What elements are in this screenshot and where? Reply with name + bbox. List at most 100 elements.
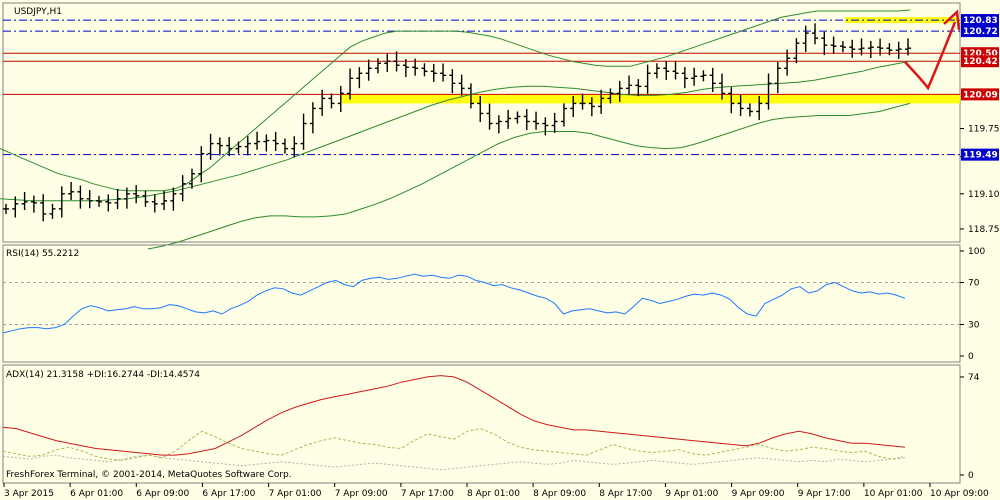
price-bar bbox=[68, 181, 75, 201]
support-zone bbox=[340, 94, 960, 104]
price-bar bbox=[86, 190, 93, 209]
xtick-label: 6 Apr 01:00 bbox=[70, 489, 123, 499]
level-label-box bbox=[961, 14, 999, 27]
price-bar bbox=[123, 187, 130, 209]
price-bar bbox=[467, 83, 474, 109]
price-bar bbox=[161, 190, 168, 211]
price-bar bbox=[756, 95, 763, 121]
price-bar bbox=[802, 25, 809, 52]
price-bar bbox=[514, 111, 521, 124]
xtick-label: 9 Apr 09:00 bbox=[732, 489, 785, 499]
price-bar bbox=[421, 63, 428, 77]
price-bar bbox=[347, 68, 354, 100]
price-bar bbox=[21, 191, 28, 211]
price-bar bbox=[839, 41, 846, 53]
price-bar bbox=[691, 67, 698, 86]
price-bar bbox=[495, 115, 502, 134]
price-bar bbox=[95, 195, 102, 207]
level-label: 120.72 bbox=[963, 27, 998, 37]
price-bar bbox=[291, 136, 298, 158]
price-bar bbox=[393, 51, 400, 72]
price-bar bbox=[133, 185, 140, 204]
price-frame bbox=[2, 2, 961, 243]
adx-pane bbox=[2, 364, 961, 484]
forecast-arrow bbox=[904, 21, 957, 91]
price-bar bbox=[170, 187, 177, 211]
symbol-label: USDJPY,H1 bbox=[14, 7, 62, 17]
price-bar bbox=[728, 87, 735, 114]
price-bar bbox=[570, 95, 577, 118]
rsi-ytick-label: 100 bbox=[968, 247, 985, 257]
xtick-label: 10 Apr 01:00 bbox=[864, 489, 923, 499]
price-bar bbox=[765, 73, 772, 110]
price-bar bbox=[700, 70, 707, 82]
price-bar bbox=[356, 67, 363, 89]
level-label: 120.83 bbox=[963, 16, 998, 26]
bb-middle-line bbox=[0, 60, 911, 202]
price-bar bbox=[198, 146, 205, 183]
price-bar bbox=[635, 79, 642, 97]
adx-frame bbox=[2, 364, 961, 484]
rsi-frame bbox=[2, 244, 961, 363]
price-bar bbox=[300, 113, 307, 150]
level-label: 120.42 bbox=[963, 57, 998, 67]
price-bar bbox=[830, 36, 837, 54]
xtick-label: 7 Apr 09:00 bbox=[335, 489, 388, 499]
level-label-box bbox=[961, 88, 999, 101]
price-bar bbox=[746, 103, 753, 117]
price-bar bbox=[449, 69, 456, 94]
price-bar bbox=[579, 93, 586, 110]
xtick-label: 10 Apr 09:00 bbox=[930, 489, 989, 499]
price-bar bbox=[440, 63, 447, 82]
price-bar bbox=[235, 141, 242, 154]
price-bar bbox=[142, 190, 149, 207]
price-bar bbox=[709, 67, 716, 92]
price-bar bbox=[598, 89, 605, 114]
price-pane bbox=[0, 2, 961, 250]
xtick-label: 9 Apr 01:00 bbox=[665, 489, 718, 499]
price-bar bbox=[774, 62, 781, 94]
price-bar bbox=[402, 59, 409, 78]
price-bar bbox=[477, 95, 484, 123]
rsi-label: RSI(14) 55.2212 bbox=[6, 249, 79, 259]
price-bar bbox=[263, 134, 270, 152]
xtick-label: 6 Apr 09:00 bbox=[136, 489, 189, 499]
price-bar bbox=[542, 117, 549, 136]
price-bar bbox=[886, 43, 893, 56]
price-bar bbox=[486, 103, 493, 130]
price-bar bbox=[533, 111, 540, 130]
price-bar bbox=[151, 194, 158, 213]
price-bar bbox=[12, 196, 19, 218]
xtick-label: 3 Apr 2015 bbox=[4, 489, 54, 499]
price-bar bbox=[849, 39, 856, 58]
price-bar bbox=[737, 94, 744, 116]
price-bar bbox=[681, 67, 688, 89]
rsi-ytick-label: 0 bbox=[968, 352, 974, 362]
xtick-label: 7 Apr 01:00 bbox=[269, 489, 322, 499]
price-bar bbox=[179, 175, 186, 202]
xtick-label: 8 Apr 09:00 bbox=[533, 489, 586, 499]
price-bar bbox=[40, 194, 47, 222]
price-bar bbox=[793, 38, 800, 64]
price-bar bbox=[505, 109, 512, 129]
price-bar bbox=[30, 195, 37, 213]
price-bar bbox=[105, 194, 112, 212]
level-label-box bbox=[961, 148, 999, 161]
price-bar bbox=[114, 188, 121, 210]
price-bar bbox=[812, 23, 819, 45]
rsi-ytick-label: 70 bbox=[968, 279, 980, 289]
price-bar bbox=[281, 138, 288, 154]
price-bar bbox=[77, 185, 84, 209]
price-bar bbox=[719, 73, 726, 100]
price-bar bbox=[821, 31, 828, 56]
adx-minus-di-line bbox=[2, 454, 906, 471]
xtick-label: 8 Apr 01:00 bbox=[467, 489, 520, 499]
price-bar bbox=[319, 89, 326, 116]
price-bar bbox=[551, 112, 558, 133]
price-bar bbox=[58, 186, 65, 218]
price-bar bbox=[226, 136, 233, 157]
adx-line bbox=[2, 375, 906, 456]
price-bar bbox=[337, 85, 344, 113]
level-label: 120.50 bbox=[963, 49, 998, 59]
xtick-label: 9 Apr 17:00 bbox=[798, 489, 851, 499]
